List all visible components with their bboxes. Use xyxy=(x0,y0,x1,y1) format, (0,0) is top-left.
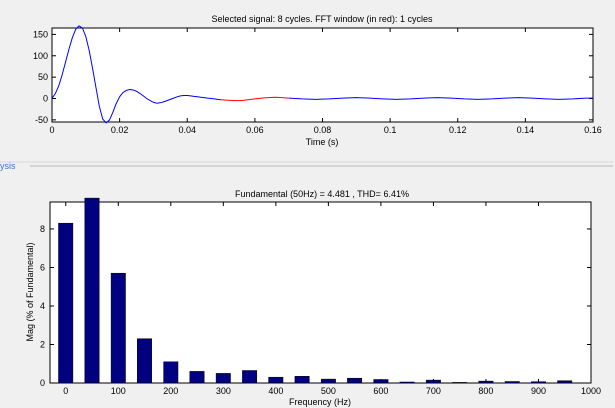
spectrum-bar xyxy=(452,382,468,384)
signal-x-tick-label: 0 xyxy=(49,125,54,135)
signal-x-tick-label: 0.02 xyxy=(111,125,129,135)
spectrum-x-tick-label: 0 xyxy=(63,386,68,396)
signal-plot: Selected signal: 8 cycles. FFT window (i… xyxy=(33,14,602,147)
signal-x-tick-label: 0.12 xyxy=(449,125,467,135)
signal-x-tick-label: 0.08 xyxy=(314,125,332,135)
spectrum-plot: Fundamental (50Hz) = 4.481 , THD= 6.41% … xyxy=(25,189,601,407)
signal-y-tick-label: -50 xyxy=(35,115,48,125)
spectrum-plot-ylabel: Mag (% of Fundamental) xyxy=(25,242,35,341)
spectrum-bar xyxy=(320,378,336,384)
spectrum-y-tick-label: 8 xyxy=(40,224,45,234)
spectrum-bar xyxy=(84,197,100,384)
spectrum-bar xyxy=(531,381,546,384)
spectrum-bar xyxy=(399,381,415,384)
signal-plot-area xyxy=(51,27,594,123)
spectrum-bar xyxy=(137,338,152,384)
spectrum-x-tick-label: 600 xyxy=(373,386,388,396)
spectrum-bar xyxy=(268,376,284,384)
spectrum-x-tick-label: 800 xyxy=(478,386,493,396)
spectrum-bar xyxy=(373,379,389,384)
spectrum-bar xyxy=(215,373,231,384)
spectrum-x-tick-label: 1000 xyxy=(581,386,601,396)
spectrum-bar xyxy=(557,380,573,384)
signal-y-tick-label: 150 xyxy=(33,29,48,39)
spectrum-bar xyxy=(110,272,126,384)
spectrum-bar xyxy=(163,361,179,384)
signal-y-tick-label: 0 xyxy=(43,94,48,104)
spectrum-plot-bars xyxy=(58,197,573,384)
signal-plot-lines xyxy=(51,25,593,124)
spectrum-bar xyxy=(242,370,258,384)
spectrum-plot-xlabel: Frequency (Hz) xyxy=(289,397,351,407)
spectrum-x-tick-label: 300 xyxy=(216,386,231,396)
spectrum-x-tick-label: 700 xyxy=(426,386,441,396)
spectrum-bar xyxy=(294,376,310,384)
signal-x-tick-label: 0.14 xyxy=(517,125,535,135)
spectrum-x-tick-label: 900 xyxy=(531,386,546,396)
group-box-label: ysis xyxy=(0,161,16,171)
spectrum-bar xyxy=(478,380,494,384)
signal-x-tick-label: 0.16 xyxy=(584,125,602,135)
spectrum-bar xyxy=(58,222,74,384)
spectrum-bar xyxy=(189,371,205,384)
signal-plot-title: Selected signal: 8 cycles. FFT window (i… xyxy=(212,14,433,24)
signal-plot-xlabel: Time (s) xyxy=(306,137,339,147)
signal-x-tick-label: 0.1 xyxy=(384,125,397,135)
spectrum-plot-area xyxy=(49,201,592,384)
spectrum-y-tick-label: 0 xyxy=(40,378,45,388)
spectrum-x-tick-label: 500 xyxy=(321,386,336,396)
spectrum-y-tick-label: 2 xyxy=(40,339,45,349)
signal-x-tick-label: 0.04 xyxy=(178,125,196,135)
spectrum-plot-title: Fundamental (50Hz) = 4.481 , THD= 6.41% xyxy=(235,189,409,199)
spectrum-bar xyxy=(504,381,520,384)
signal-line-segment xyxy=(51,25,222,124)
signal-line-segment xyxy=(288,97,593,100)
spectrum-x-tick-label: 200 xyxy=(163,386,178,396)
analysis-group-box: ysis xyxy=(0,161,613,171)
signal-y-tick-label: 100 xyxy=(33,51,48,61)
spectrum-plot-ticks: 0 100 200 300 400 500 600 700 800 900 1000 0 2 4 6 8 xyxy=(40,202,601,396)
signal-x-tick-label: 0.06 xyxy=(246,125,264,135)
spectrum-bar xyxy=(425,379,441,384)
signal-line-segment xyxy=(221,96,289,102)
spectrum-x-tick-label: 400 xyxy=(268,386,283,396)
spectrum-x-tick-label: 100 xyxy=(111,386,126,396)
spectrum-y-tick-label: 6 xyxy=(40,262,45,272)
spectrum-bar xyxy=(347,377,363,384)
spectrum-y-tick-label: 4 xyxy=(40,301,45,311)
signal-y-tick-label: 50 xyxy=(38,72,48,82)
